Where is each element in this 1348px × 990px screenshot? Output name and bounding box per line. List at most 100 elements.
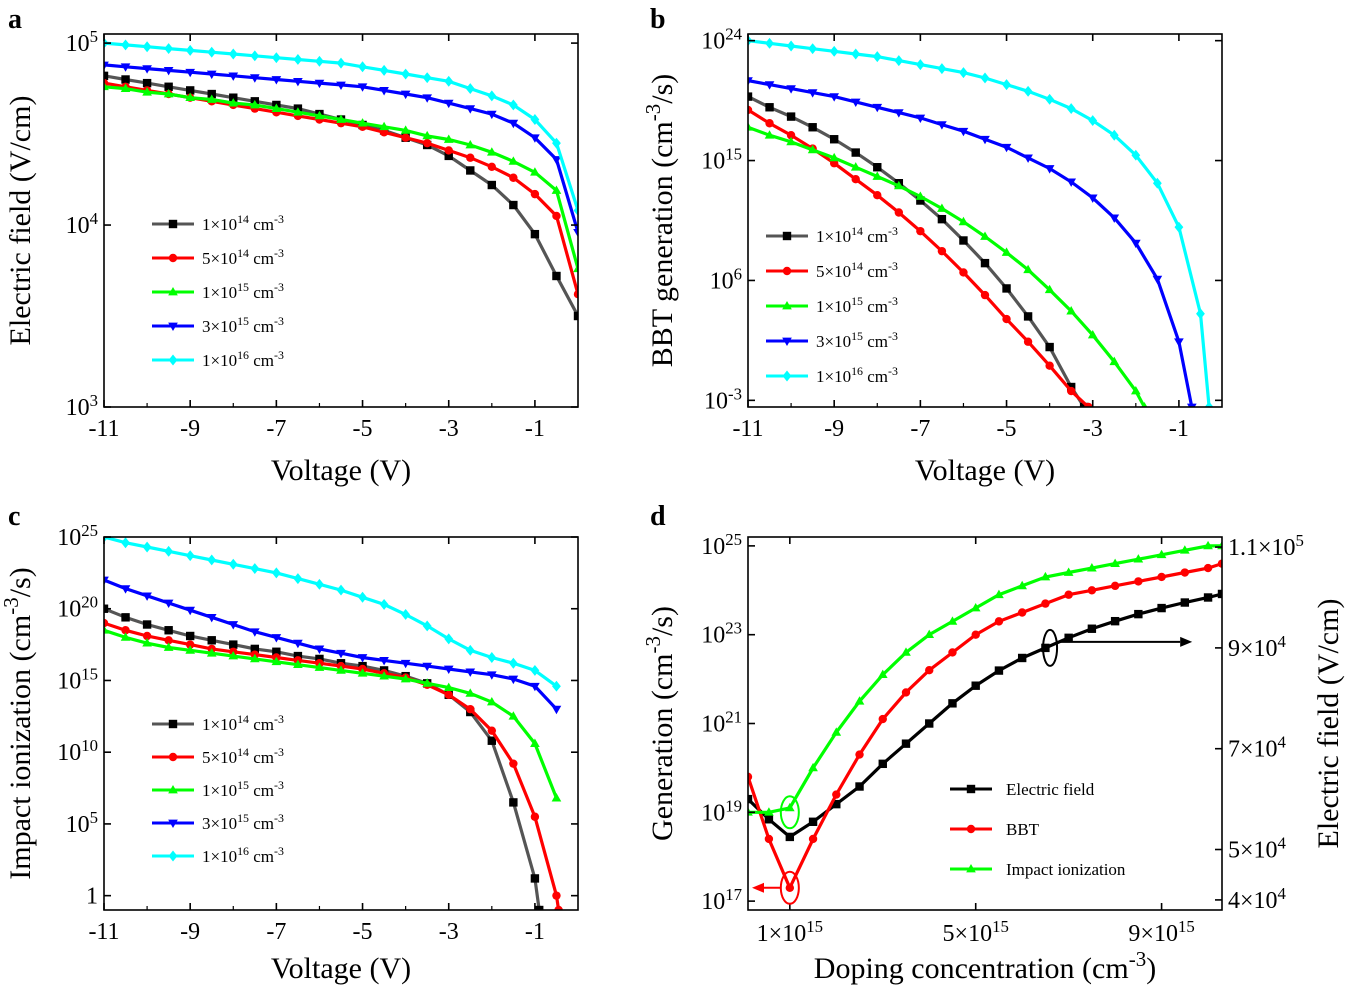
y-tick-label: 1021 (701, 707, 742, 738)
data-point (487, 162, 497, 172)
legend-marker (966, 863, 976, 873)
data-point (508, 657, 518, 669)
data-point (573, 228, 578, 238)
y-tick-label: 106 (710, 264, 742, 295)
y-tick-label: 10-3 (704, 384, 742, 415)
data-point (422, 678, 433, 687)
y-axis-title: Impact ionization (cm-3/s) (0, 567, 37, 879)
data-point (551, 793, 562, 802)
data-point (829, 135, 839, 144)
data-point (315, 55, 324, 67)
y-tick-label-part: 10 (57, 597, 81, 623)
y-tick-label-part: 10 (701, 149, 725, 175)
panel-c: c-11 -9 -7 -5 -3 -111051010101510201025Voltag… (0, 501, 579, 985)
data-point (1045, 342, 1054, 352)
y-tick-label-part: 4 (90, 209, 99, 228)
data-point (271, 567, 281, 579)
data-point (552, 211, 561, 221)
data-point (315, 654, 324, 664)
series-line (104, 607, 541, 910)
data-point (748, 772, 753, 781)
data-point (121, 39, 130, 51)
data-point (142, 620, 152, 629)
data-point (1133, 554, 1144, 563)
data-point (894, 55, 904, 67)
legend-label-part: 14 (237, 212, 249, 226)
data-point (358, 61, 367, 73)
data-point (786, 131, 796, 140)
data-point (314, 662, 325, 671)
legend-label-part: -3 (274, 314, 284, 328)
y-axis-title-group: Electric field (V/cm) (4, 96, 37, 346)
data-point (948, 648, 957, 657)
data-point (901, 647, 911, 656)
legend-label-part: 15 (237, 314, 249, 328)
data-point (466, 704, 475, 714)
legend-label-part: cm (249, 351, 274, 370)
x-tick-label-part: 5×10 (943, 921, 993, 947)
data-point (530, 229, 540, 239)
data-point (357, 654, 368, 663)
data-point (764, 807, 774, 816)
legend-label-part: -3 (888, 259, 898, 273)
legend-label-part: cm (249, 781, 274, 800)
y-axis-title-part: -3 (641, 104, 665, 122)
data-point (487, 90, 497, 102)
data-point (1152, 177, 1162, 189)
y-tick-label: 103 (66, 391, 98, 422)
data-point (851, 175, 860, 184)
y-tick-label-part: 17 (725, 885, 742, 904)
data-point (336, 81, 346, 90)
series-line (748, 592, 1222, 839)
legend-marker (168, 719, 178, 729)
data-point (1023, 312, 1033, 321)
y2-tick-label-part: 4 (1278, 883, 1287, 902)
panel-letter: c (8, 501, 20, 532)
data-point (443, 99, 454, 109)
data-point (1087, 563, 1097, 572)
legend-label-part: 16 (237, 348, 249, 362)
data-point (104, 537, 109, 543)
legend-label-part: 14 (851, 224, 863, 238)
data-point (552, 891, 561, 900)
legend-marker (168, 784, 178, 794)
data-point (465, 644, 475, 656)
data-point (508, 156, 519, 165)
data-point (851, 48, 861, 60)
legend-label-part: 1×10 (202, 215, 237, 234)
data-point (808, 817, 818, 826)
data-point (785, 883, 795, 892)
data-point (872, 51, 882, 63)
data-point (748, 122, 753, 131)
data-point (271, 76, 282, 85)
data-point (509, 200, 518, 210)
data-point (293, 651, 303, 661)
y2-tick-label-part: 1.1×10 (1228, 535, 1296, 561)
y2-axis-title: Electric field (V/cm) (1312, 599, 1345, 849)
legend-label-part: -3 (274, 778, 284, 792)
data-point (185, 550, 195, 562)
legend-label-part: 14 (237, 246, 249, 260)
data-point (1203, 593, 1213, 602)
data-point (249, 653, 260, 663)
data-point (958, 127, 969, 137)
data-point (443, 682, 454, 691)
legend-label: 1×1016 cm-3 (816, 364, 898, 386)
data-point (748, 807, 753, 816)
data-point (915, 59, 925, 71)
series-1 (104, 78, 578, 299)
legend-marker (168, 286, 178, 296)
data-point (971, 681, 980, 690)
y-tick-label-part: 10 (57, 525, 81, 551)
y-tick-label: 1015 (57, 664, 98, 695)
legend-label-part: 1×10 (816, 297, 851, 316)
data-point (829, 45, 839, 57)
y2-tick-label-part: 4 (1278, 833, 1287, 852)
data-point (829, 93, 840, 102)
data-point (293, 659, 303, 669)
legend-label-part: 5×10 (816, 262, 851, 281)
y-tick-label-part: 10 (57, 668, 81, 694)
data-point (530, 682, 540, 692)
data-point (357, 83, 368, 92)
data-point (552, 680, 561, 692)
